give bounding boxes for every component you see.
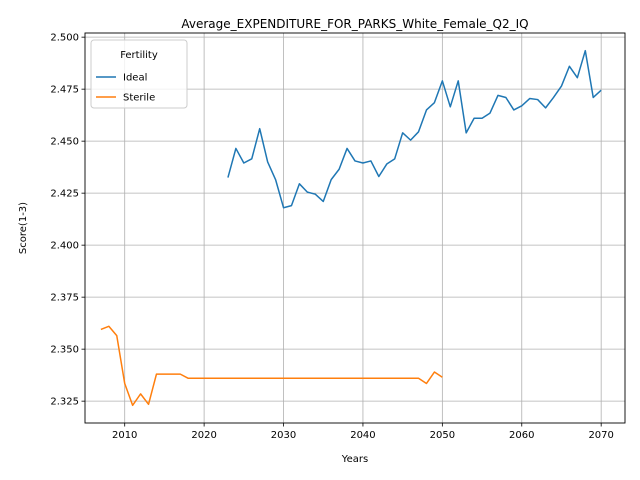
- y-axis-ticks: 2.325 2.350 2.375 2.400 2.425 2.450 2.475 2.500: [50, 33, 85, 408]
- legend-label-ideal: Ideal: [123, 73, 147, 84]
- x-tick-label: 2010: [112, 430, 137, 441]
- series-line-ideal: [227, 49, 602, 209]
- y-tick-label: 2.350: [50, 345, 79, 356]
- y-tick-label: 2.425: [50, 189, 79, 200]
- legend-title: Fertility: [120, 50, 158, 61]
- x-tick-label: 2020: [191, 430, 216, 441]
- x-tick-label: 2040: [350, 430, 375, 441]
- x-tick-label: 2060: [509, 430, 534, 441]
- y-tick-label: 2.400: [50, 241, 79, 252]
- legend-box: [90, 39, 188, 109]
- x-tick-label: 2030: [271, 430, 296, 441]
- legend-label-sterile: Sterile: [123, 93, 155, 104]
- y-tick-label: 2.475: [50, 85, 79, 96]
- chart-title: Average_EXPENDITURE_FOR_PARKS_White_Fema…: [181, 17, 528, 31]
- x-tick-label: 2050: [430, 430, 455, 441]
- y-tick-label: 2.375: [50, 293, 79, 304]
- x-axis-label: Years: [341, 454, 368, 465]
- plot-frame: [84, 32, 626, 424]
- y-tick-label: 2.500: [50, 33, 79, 44]
- y-tick-label: 2.450: [50, 137, 79, 148]
- grid-lines: [85, 33, 625, 423]
- x-axis-ticks: 2010 2020 2030 2040 2050 2060 2070: [112, 423, 614, 441]
- y-axis-label: Score(1-3): [18, 202, 29, 254]
- series-line-sterile: [100, 325, 443, 407]
- x-tick-label: 2070: [588, 430, 613, 441]
- y-tick-label: 2.325: [50, 397, 79, 408]
- legend: Fertility Ideal Sterile: [90, 39, 188, 109]
- series-lines: [100, 49, 602, 407]
